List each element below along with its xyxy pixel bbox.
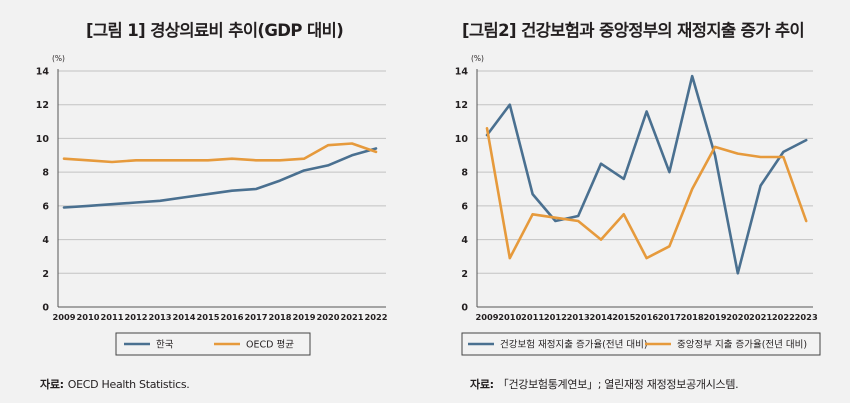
chart2-source: 자료: 「건강보험통계연보」; 열린재정 재정정보공개시스템.	[470, 376, 739, 392]
legend-label: 건강보험 재정지출 증가율(전년 대비)	[500, 340, 648, 351]
x-tick-label: 2010	[76, 312, 99, 322]
x-tick-label: 2014	[589, 312, 612, 322]
legend-label: OECD 평균	[246, 340, 294, 351]
x-tick-label: 2020	[726, 312, 749, 322]
y-tick-label: 6	[461, 201, 468, 212]
x-tick-label: 2014	[172, 312, 195, 322]
x-tick-label: 2012	[124, 312, 147, 322]
x-tick-label: 2019	[703, 312, 726, 322]
x-tick-label: 2020	[316, 312, 339, 322]
x-tick-label: 2019	[292, 312, 315, 322]
series-line-2	[62, 142, 378, 164]
y-unit-label: (%)	[471, 54, 484, 63]
x-tick-label: 2009	[475, 312, 498, 322]
x-tick-label: 2022	[364, 312, 387, 322]
x-tick-label: 2012	[544, 312, 567, 322]
legend-box	[115, 332, 311, 356]
y-tick-label: 10	[455, 134, 469, 145]
y-unit-label: (%)	[52, 54, 65, 63]
y-tick-label: 8	[461, 168, 468, 179]
legend-box	[461, 332, 821, 356]
source-text: OECD Health Statistics.	[67, 378, 190, 391]
x-tick-label: 2021	[749, 312, 772, 322]
x-tick-label: 2021	[340, 312, 363, 322]
chart1-title: [그림 1] 경상의료비 추이(GDP 대비)	[86, 21, 344, 40]
y-tick-label: 4	[42, 235, 49, 246]
x-tick-label: 2011	[521, 312, 544, 322]
source-label: 자료:	[470, 378, 494, 391]
x-tick-label: 2016	[635, 312, 658, 322]
x-tick-label: 2011	[100, 312, 123, 322]
x-tick-label: 2013	[148, 312, 171, 322]
series-line-1	[62, 147, 378, 209]
x-tick-label: 2010	[498, 312, 521, 322]
x-tick-label: 2023	[795, 312, 818, 322]
y-tick-label: 14	[36, 67, 50, 78]
y-tick-label: 6	[42, 201, 49, 212]
y-tick-label: 8	[42, 168, 49, 179]
x-tick-label: 2018	[681, 312, 704, 322]
series-line-2	[485, 127, 808, 260]
x-tick-label: 2017	[658, 312, 681, 322]
x-tick-label: 2022	[772, 312, 795, 322]
y-tick-label: 2	[42, 269, 49, 280]
y-tick-label: 2	[461, 269, 468, 280]
y-tick-label: 4	[461, 235, 468, 246]
x-tick-label: 2015	[196, 312, 219, 322]
legend-label: 중앙정부 지출 증가율(전년 대비)	[677, 339, 807, 351]
legend-label: 한국	[156, 340, 174, 351]
chart1-source: 자료: OECD Health Statistics.	[40, 376, 190, 392]
x-tick-label: 2016	[220, 312, 243, 322]
y-tick-label: 12	[36, 100, 49, 111]
series-line-1	[485, 74, 808, 275]
x-tick-label: 2017	[244, 312, 267, 322]
x-tick-label: 2015	[612, 312, 635, 322]
x-tick-label: 2018	[268, 312, 291, 322]
y-tick-label: 0	[42, 303, 49, 314]
y-tick-label: 0	[461, 303, 468, 314]
y-tick-label: 14	[455, 67, 469, 78]
x-tick-label: 2013	[567, 312, 590, 322]
y-tick-label: 12	[455, 100, 468, 111]
source-text: 「건강보험통계연보」; 열린재정 재정정보공개시스템.	[497, 378, 739, 391]
source-label: 자료:	[40, 378, 64, 391]
y-tick-label: 10	[36, 134, 50, 145]
x-tick-label: 2009	[52, 312, 75, 322]
chart2-title: [그림2] 건강보험과 중앙정부의 재정지출 증가 추이	[462, 21, 805, 40]
